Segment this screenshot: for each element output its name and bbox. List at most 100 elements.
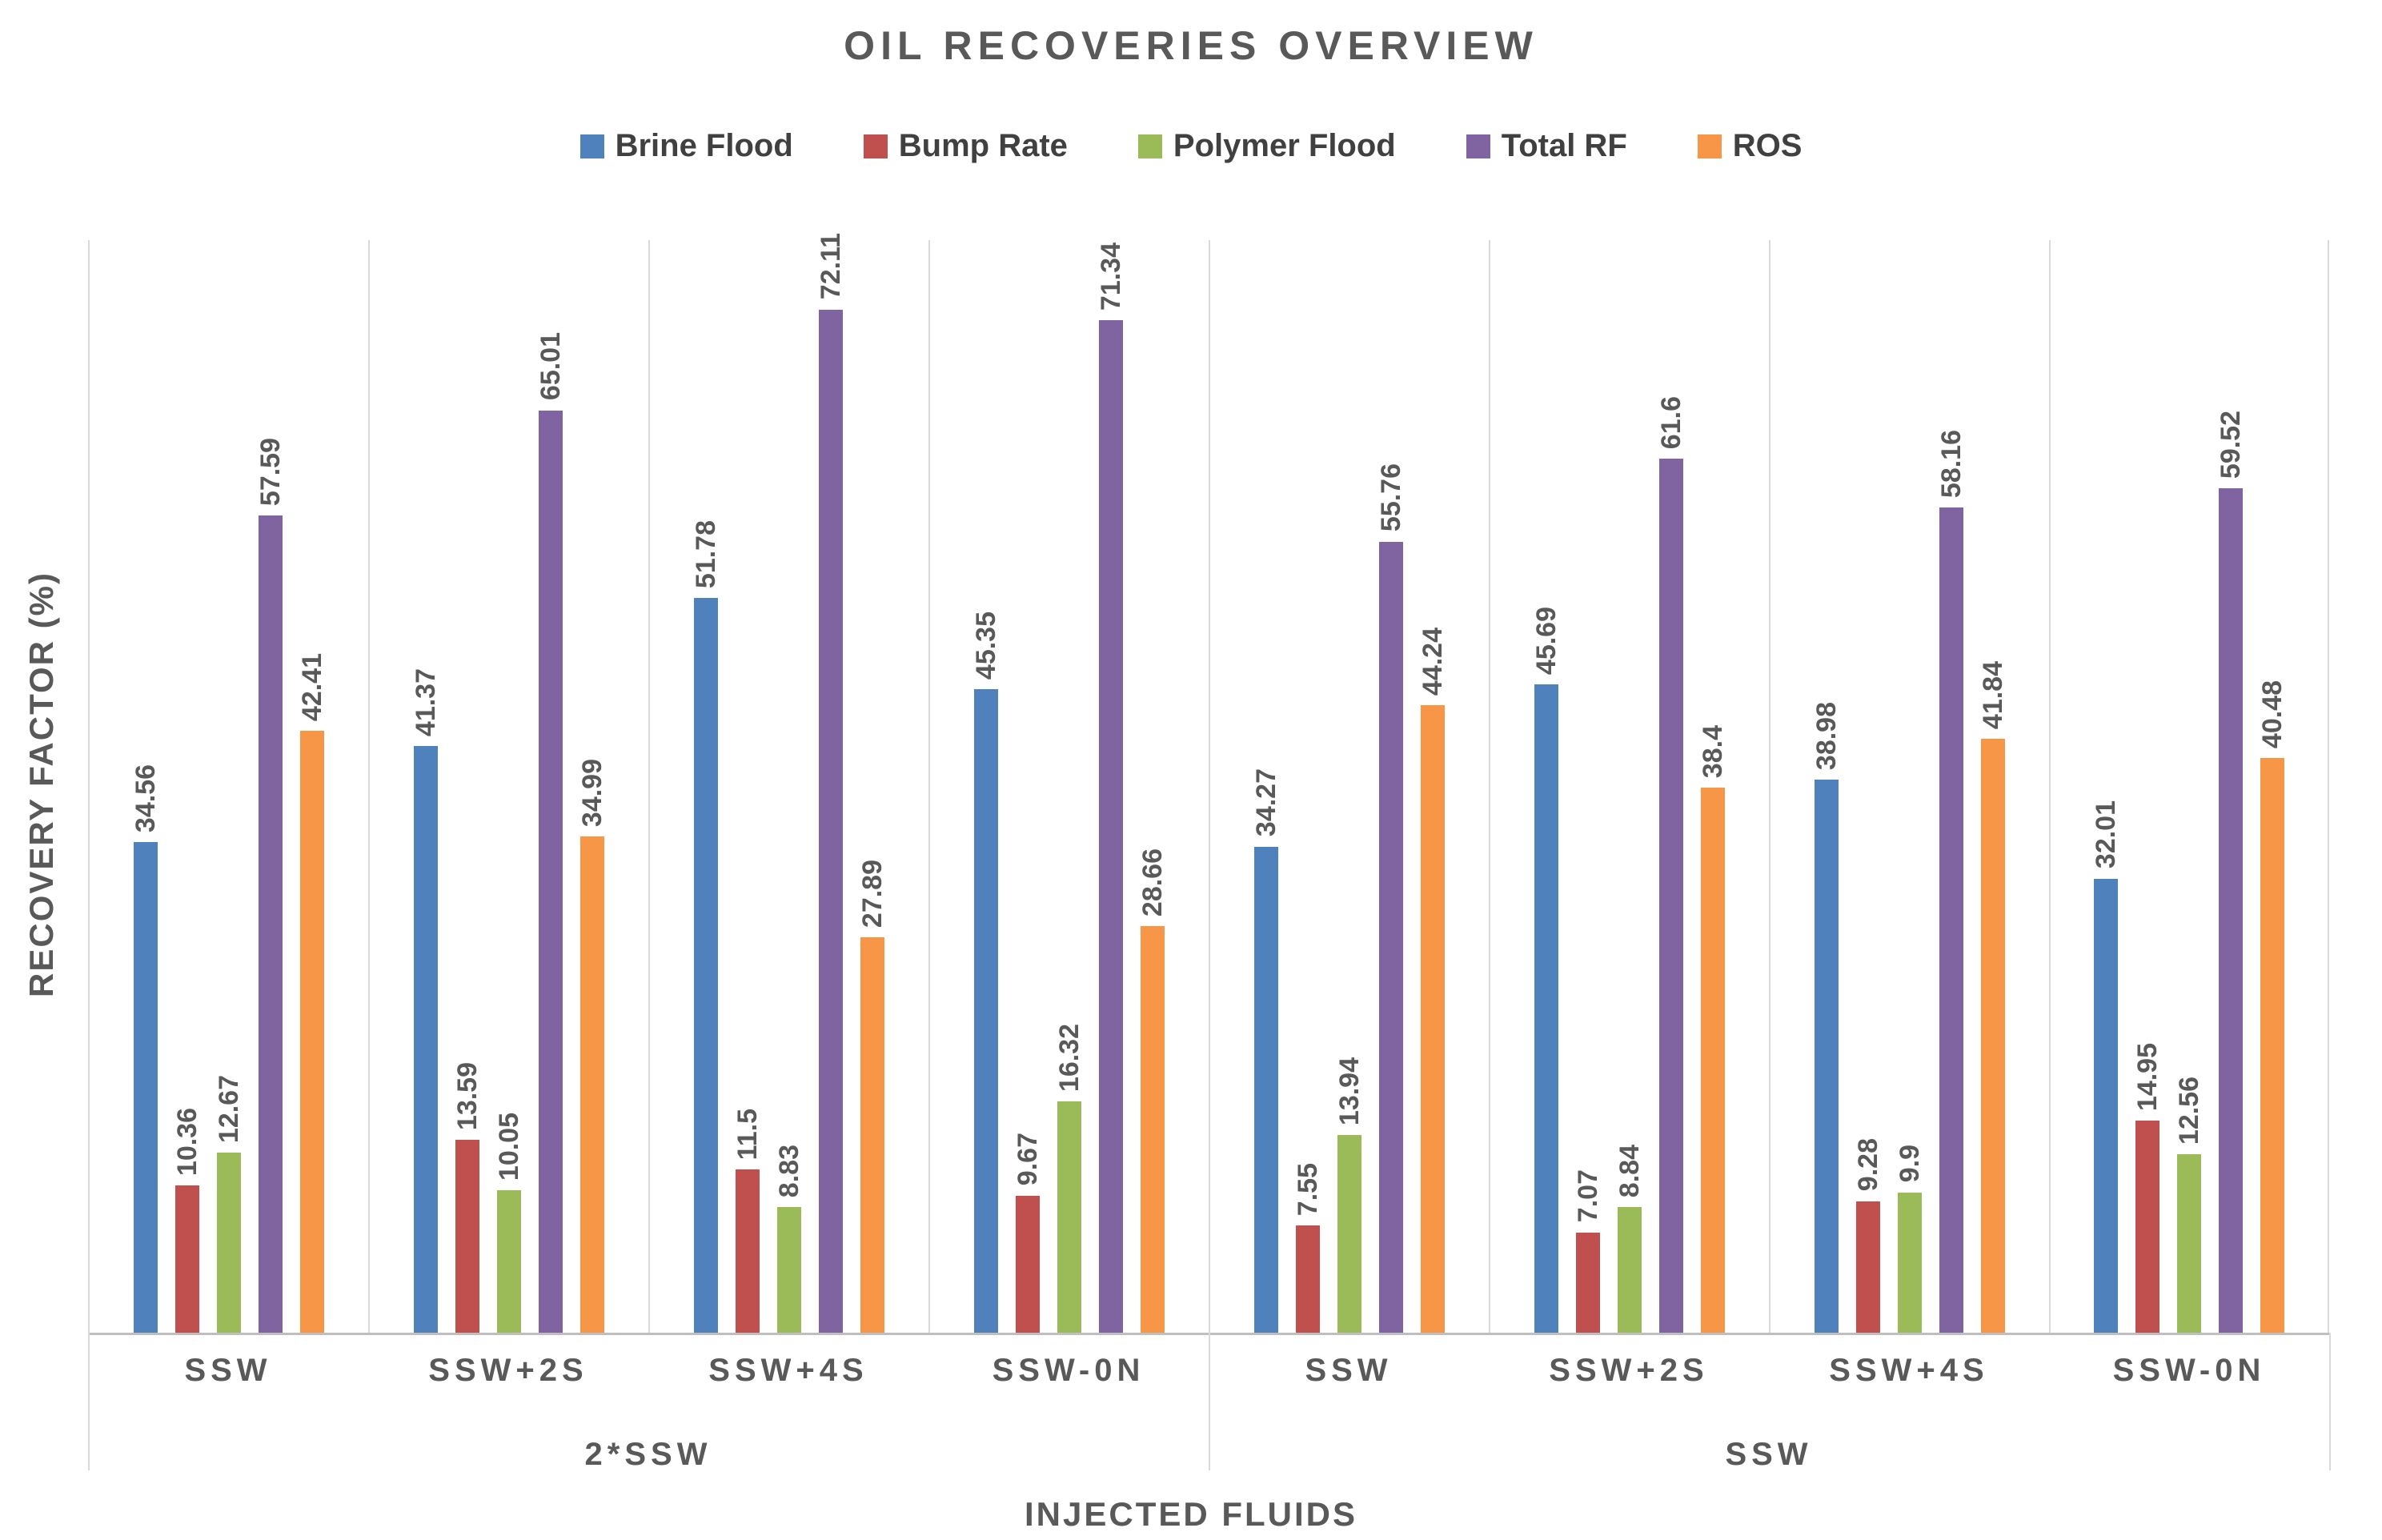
bar-value-label: 71.34 — [1096, 243, 1126, 311]
bar-value-label: 45.69 — [1531, 606, 1562, 676]
bar-value-label: 41.84 — [1978, 661, 2008, 730]
polymer-flood-bar — [1898, 1192, 1922, 1333]
barwrap-ros: 28.66 — [1137, 240, 1168, 1333]
legend-item-bump-rate: Bump Rate — [863, 128, 1068, 164]
bar-value-label: 51.78 — [691, 520, 721, 589]
bar-value-label: 55.76 — [1376, 463, 1406, 532]
total-rf-bar — [1379, 541, 1403, 1333]
category-label: SSW+4S — [708, 1353, 868, 1388]
bar-value-label: 14.95 — [2132, 1042, 2163, 1111]
barwrap-brine-flood: 32.01 — [2091, 240, 2121, 1333]
barwrap-bump-rate: 7.07 — [1573, 240, 1603, 1333]
legend-label: Brine Flood — [615, 128, 793, 163]
bar-value-label: 27.89 — [857, 859, 888, 928]
bar-value-label: 11.5 — [732, 1108, 763, 1161]
barwrap-ros: 34.99 — [577, 240, 608, 1333]
barwrap-ros: 27.89 — [857, 240, 888, 1333]
barwrap-brine-flood: 51.78 — [691, 240, 721, 1333]
category-label: SSW+2S — [428, 1353, 588, 1388]
y-axis-title: RECOVERY FACTOR (%) — [22, 571, 60, 997]
bar-value-label: 9.67 — [1013, 1133, 1043, 1186]
barwrap-total-rf: 55.76 — [1376, 240, 1406, 1333]
bar-value-label: 72.11 — [816, 233, 846, 300]
bar-value-label: 40.48 — [2257, 680, 2288, 749]
bump-rate-bar — [1016, 1195, 1040, 1333]
barwrap-polymer-flood: 12.67 — [214, 240, 244, 1333]
bar-value-label: 34.99 — [577, 758, 608, 827]
bar-value-label: 32.01 — [2091, 800, 2121, 869]
barwrap-ros: 44.24 — [1418, 240, 1448, 1333]
bar-value-label: 59.52 — [2216, 410, 2246, 479]
barwrap-bump-rate: 7.55 — [1293, 240, 1323, 1333]
barwrap-ros: 38.4 — [1698, 240, 1728, 1333]
barwrap-polymer-flood: 9.9 — [1895, 240, 1925, 1333]
group-label: 2*SSW — [584, 1437, 712, 1472]
bar-value-label: 34.27 — [1251, 768, 1281, 837]
bar-value-label: 13.94 — [1334, 1057, 1365, 1125]
category-label: SSW-0N — [2112, 1353, 2266, 1388]
category-axis-row: SSW SSW+2S SSW+4S SSW-0N SSW SSW+2S SSW+4S SSW-… — [88, 1353, 2329, 1389]
barwrap-bump-rate: 14.95 — [2132, 240, 2163, 1333]
bar-value-label: 61.6 — [1656, 395, 1686, 449]
barwrap-bump-rate: 13.59 — [452, 240, 483, 1333]
ros-bar — [300, 731, 324, 1333]
legend-swatch-total-rf — [1466, 134, 1490, 158]
cluster-ssw-0n-7: 32.01 14.95 12.56 59.52 40.48 — [2049, 240, 2329, 1333]
ros-bar — [860, 936, 884, 1333]
barwrap-total-rf: 57.59 — [255, 240, 286, 1333]
polymer-flood-bar — [2177, 1154, 2201, 1333]
ros-bar — [1981, 739, 2005, 1333]
total-rf-bar — [259, 515, 283, 1333]
barwrap-bump-rate: 11.5 — [732, 240, 763, 1333]
bump-rate-bar — [1856, 1201, 1880, 1333]
legend-swatch-brine-flood — [579, 134, 604, 158]
polymer-flood-bar — [1337, 1134, 1361, 1333]
barwrap-total-rf: 71.34 — [1096, 240, 1126, 1333]
bar-value-label: 38.4 — [1698, 725, 1728, 779]
cluster-ssw-0: 34.56 10.36 12.67 57.59 42.41 — [88, 240, 368, 1333]
barwrap-ros: 40.48 — [2257, 240, 2288, 1333]
polymer-flood-bar — [777, 1207, 801, 1333]
barwrap-total-rf: 58.16 — [1936, 240, 1967, 1333]
barwrap-polymer-flood: 12.56 — [2174, 240, 2204, 1333]
cluster-ssw-4: 34.27 7.55 13.94 55.76 44.24 — [1209, 240, 1489, 1333]
group-axis-row: 2*SSW SSW — [88, 1437, 2329, 1473]
bar-value-label: 57.59 — [255, 438, 286, 507]
ros-bar — [580, 836, 604, 1333]
barwrap-polymer-flood: 8.83 — [774, 240, 804, 1333]
brine-flood-bar — [1534, 684, 1558, 1333]
polymer-flood-bar — [497, 1189, 521, 1333]
ros-bar — [1701, 788, 1725, 1333]
bar-value-label: 58.16 — [1936, 429, 1967, 498]
ros-bar — [1421, 704, 1445, 1333]
bar-value-label: 10.05 — [494, 1112, 524, 1181]
legend-swatch-ros — [1697, 134, 1722, 158]
brine-flood-bar — [1815, 780, 1839, 1333]
barwrap-bump-rate: 10.36 — [172, 240, 203, 1333]
bar-value-label: 42.41 — [297, 653, 327, 722]
category-label: SSW — [1305, 1353, 1393, 1388]
barwrap-ros: 41.84 — [1978, 240, 2008, 1333]
legend-item-polymer-flood: Polymer Flood — [1137, 128, 1396, 164]
total-rf-bar — [1099, 320, 1123, 1333]
bar-value-label: 65.01 — [535, 332, 566, 401]
category-label: SSW+4S — [1829, 1353, 1989, 1388]
bar-value-label: 44.24 — [1418, 627, 1448, 696]
category-label: SSW+2S — [1549, 1353, 1709, 1388]
ros-bar — [2260, 758, 2284, 1333]
bump-rate-bar — [736, 1169, 760, 1333]
barwrap-brine-flood: 45.69 — [1531, 240, 1562, 1333]
cluster-ssw-4s-6: 38.98 9.28 9.9 58.16 41.84 — [1769, 240, 2049, 1333]
bar-value-label: 12.56 — [2174, 1077, 2204, 1145]
bump-rate-bar — [2135, 1120, 2159, 1333]
barwrap-total-rf: 72.11 — [816, 233, 846, 1333]
brine-flood-bar — [2094, 878, 2118, 1333]
barwrap-polymer-flood: 13.94 — [1334, 240, 1365, 1333]
axis-group-separator — [1209, 1333, 1210, 1470]
brine-flood-bar — [414, 745, 438, 1333]
legend-swatch-polymer-flood — [1137, 134, 1162, 158]
bump-rate-bar — [1296, 1225, 1320, 1333]
barwrap-polymer-flood: 16.32 — [1054, 240, 1085, 1333]
barwrap-brine-flood: 45.35 — [971, 240, 1001, 1333]
polymer-flood-bar — [1057, 1101, 1081, 1333]
